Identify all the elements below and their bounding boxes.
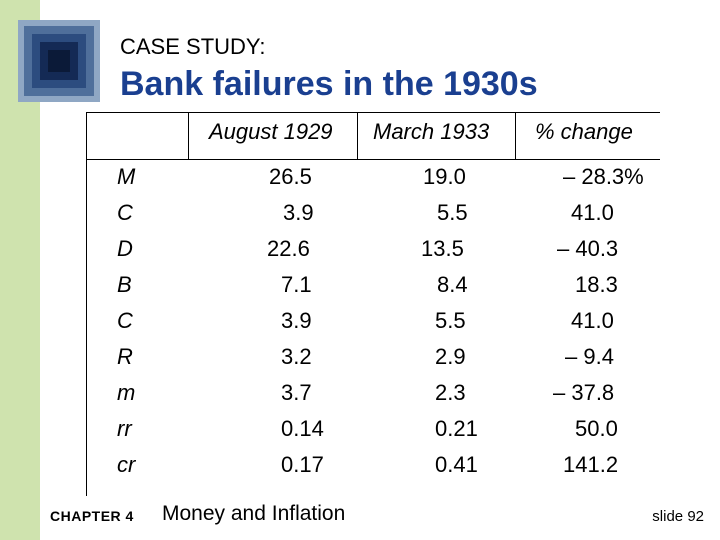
table-row: B 7.1 8.4 18.3 (87, 267, 660, 303)
table-row: R 3.2 2.9 – 9.4 (87, 339, 660, 375)
cell-mar1933: 0.41 (435, 452, 478, 477)
row-label: R (117, 344, 133, 369)
table-row: C 3.9 5.5 41.0 (87, 195, 660, 231)
cell-mar1933: 13.5 (421, 236, 464, 261)
chapter-label: CHAPTER 4 (50, 508, 134, 524)
cell-aug1929: 3.7 (281, 380, 312, 405)
slide-title: Bank failures in the 1930s (120, 65, 538, 103)
cell-change: – 37.8 (553, 380, 615, 405)
row-label: B (117, 272, 132, 297)
cell-change: 18.3 (575, 272, 618, 297)
cell-change: 50.0 (575, 416, 618, 441)
row-label: M (117, 164, 136, 189)
cell-mar1933: 5.5 (435, 308, 466, 333)
chapter-title: Money and Inflation (162, 502, 346, 525)
cell-change: 41.0 (571, 308, 614, 333)
cell-aug1929: 7.1 (281, 272, 312, 297)
table-divider (515, 113, 516, 159)
cell-change: – 40.3 (557, 236, 619, 261)
row-label: D (117, 236, 133, 261)
cell-change: – 28.3% (563, 164, 644, 189)
cell-mar1933: 8.4 (437, 272, 468, 297)
cell-aug1929: 22.6 (267, 236, 310, 261)
cell-change: 41.0 (571, 200, 614, 225)
cell-aug1929: 0.17 (281, 452, 324, 477)
cell-change: – 9.4 (565, 344, 614, 369)
table-row: M 26.5 19.0 – 28.3% (87, 159, 660, 195)
table-row: D 22.6 13.5 – 40.3 (87, 231, 660, 267)
table-row: C 3.9 5.5 41.0 (87, 303, 660, 339)
row-label: rr (117, 416, 132, 441)
column-header-aug1929: August 1929 (209, 119, 333, 144)
table-divider (357, 113, 358, 159)
cell-aug1929: 26.5 (269, 164, 312, 189)
cell-aug1929: 0.14 (281, 416, 324, 441)
row-label: C (117, 308, 133, 333)
row-label: C (117, 200, 133, 225)
cell-mar1933: 19.0 (423, 164, 466, 189)
column-header-mar1933: March 1933 (373, 119, 490, 144)
cell-mar1933: 2.3 (435, 380, 466, 405)
cell-aug1929: 3.9 (281, 308, 312, 333)
cell-mar1933: 5.5 (437, 200, 468, 225)
row-label: m (117, 380, 136, 405)
table-row: rr 0.14 0.21 50.0 (87, 411, 660, 447)
logo-icon (18, 20, 100, 102)
slide-number: slide 92 (652, 508, 704, 525)
table-divider (188, 113, 189, 159)
data-table: August 1929 March 1933 % change M 26.5 1… (86, 112, 660, 496)
table-row: m 3.7 2.3 – 37.8 (87, 375, 660, 411)
table-row: cr 0.17 0.41 141.2 (87, 447, 660, 483)
column-header-change: % change (535, 119, 633, 144)
table-header-rule (87, 159, 660, 160)
cell-mar1933: 0.21 (435, 416, 478, 441)
cell-aug1929: 3.9 (283, 200, 314, 225)
cell-change: 141.2 (563, 452, 619, 477)
cell-aug1929: 3.2 (281, 344, 312, 369)
row-label: cr (117, 452, 136, 477)
cell-mar1933: 2.9 (435, 344, 466, 369)
case-study-label: CASE STUDY: (120, 34, 266, 59)
